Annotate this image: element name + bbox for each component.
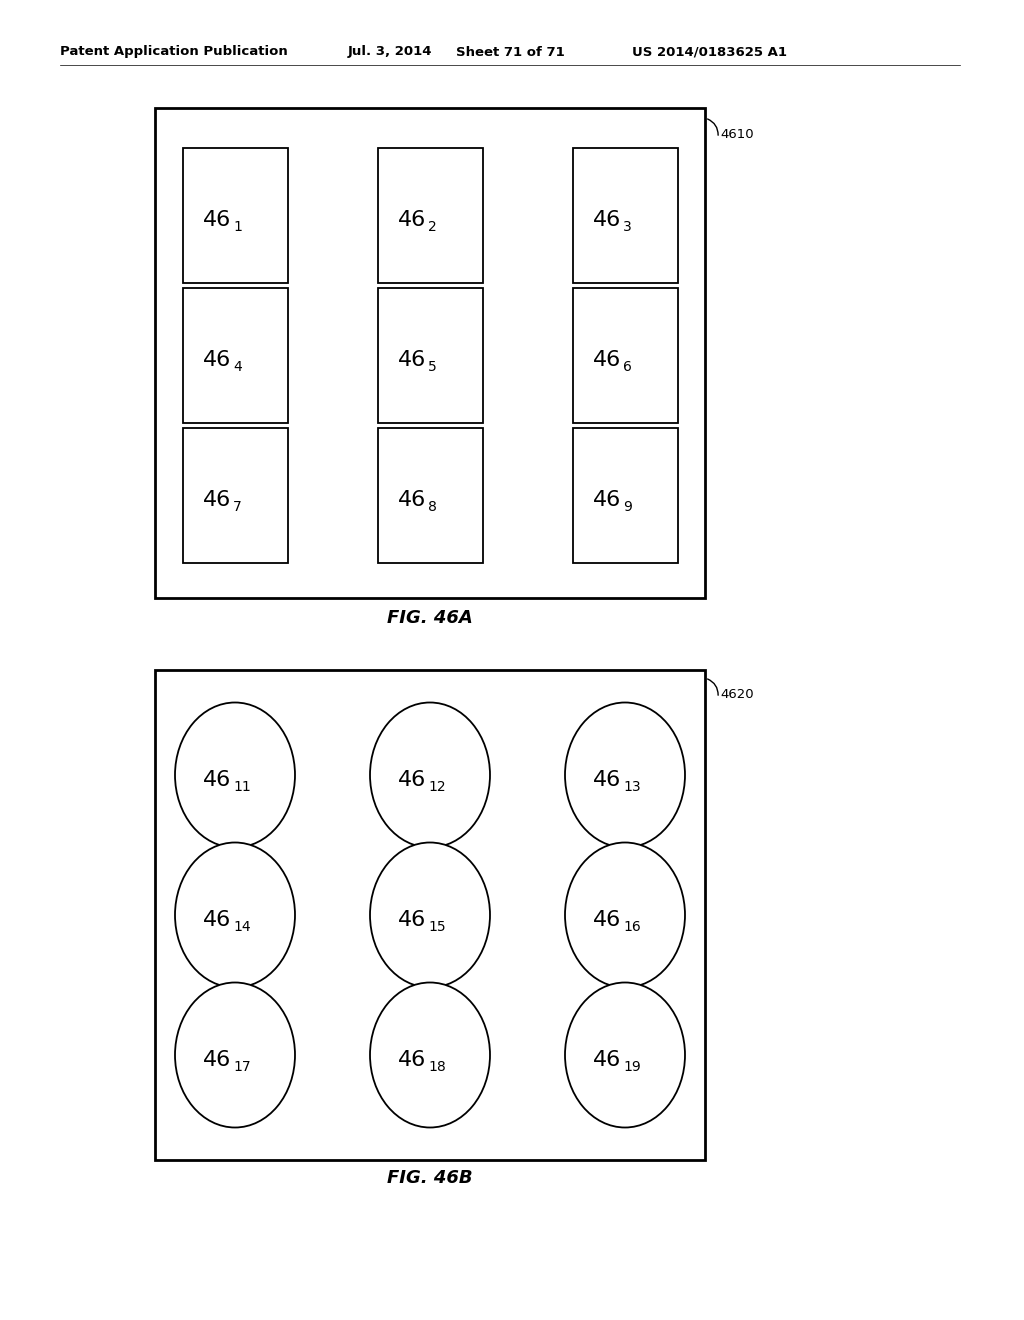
Text: 4: 4 <box>233 360 242 374</box>
Text: Sheet 71 of 71: Sheet 71 of 71 <box>456 45 564 58</box>
Text: 11: 11 <box>233 780 251 795</box>
Bar <box>182 288 288 422</box>
Text: 46: 46 <box>593 1049 621 1071</box>
Bar <box>572 288 678 422</box>
Text: 46: 46 <box>203 490 231 510</box>
Text: 46: 46 <box>203 210 231 230</box>
Ellipse shape <box>370 982 490 1127</box>
Text: 46: 46 <box>203 909 231 931</box>
Text: Jul. 3, 2014: Jul. 3, 2014 <box>348 45 432 58</box>
Text: 15: 15 <box>428 920 445 935</box>
Text: 46: 46 <box>397 770 426 789</box>
Text: 46: 46 <box>593 210 621 230</box>
Text: 2: 2 <box>428 220 437 234</box>
Text: 46: 46 <box>397 1049 426 1071</box>
Text: 46: 46 <box>203 770 231 789</box>
Text: 46: 46 <box>593 770 621 789</box>
Text: 46: 46 <box>203 1049 231 1071</box>
Text: 4610: 4610 <box>720 128 754 141</box>
Text: 13: 13 <box>623 780 641 795</box>
Text: 14: 14 <box>233 920 251 935</box>
Ellipse shape <box>175 982 295 1127</box>
Bar <box>155 671 705 1160</box>
Text: 46: 46 <box>397 210 426 230</box>
Bar <box>572 428 678 562</box>
Text: 1: 1 <box>233 220 242 234</box>
Text: FIG. 46B: FIG. 46B <box>387 1170 473 1187</box>
Text: 17: 17 <box>233 1060 251 1074</box>
Ellipse shape <box>565 842 685 987</box>
Text: 46: 46 <box>397 350 426 370</box>
Bar <box>155 108 705 598</box>
Text: 3: 3 <box>623 220 632 234</box>
Bar <box>182 148 288 282</box>
Text: 7: 7 <box>233 500 242 513</box>
Text: Patent Application Publication: Patent Application Publication <box>60 45 288 58</box>
Bar <box>572 148 678 282</box>
Ellipse shape <box>370 842 490 987</box>
Text: 9: 9 <box>623 500 632 513</box>
Bar <box>378 288 482 422</box>
Text: 19: 19 <box>623 1060 641 1074</box>
Text: 18: 18 <box>428 1060 445 1074</box>
Ellipse shape <box>175 842 295 987</box>
Text: US 2014/0183625 A1: US 2014/0183625 A1 <box>633 45 787 58</box>
Text: 16: 16 <box>623 920 641 935</box>
Ellipse shape <box>565 702 685 847</box>
Text: 12: 12 <box>428 780 445 795</box>
Text: FIG. 46A: FIG. 46A <box>387 609 473 627</box>
Bar <box>182 428 288 562</box>
Text: 5: 5 <box>428 360 437 374</box>
Text: 6: 6 <box>623 360 632 374</box>
Ellipse shape <box>565 982 685 1127</box>
Text: 46: 46 <box>593 490 621 510</box>
Text: 46: 46 <box>593 909 621 931</box>
Ellipse shape <box>175 702 295 847</box>
Bar <box>378 148 482 282</box>
Text: 8: 8 <box>428 500 437 513</box>
Ellipse shape <box>370 702 490 847</box>
Text: 4620: 4620 <box>720 689 754 701</box>
Text: 46: 46 <box>397 490 426 510</box>
Text: 46: 46 <box>397 909 426 931</box>
Bar <box>378 428 482 562</box>
Text: 46: 46 <box>593 350 621 370</box>
Text: 46: 46 <box>203 350 231 370</box>
